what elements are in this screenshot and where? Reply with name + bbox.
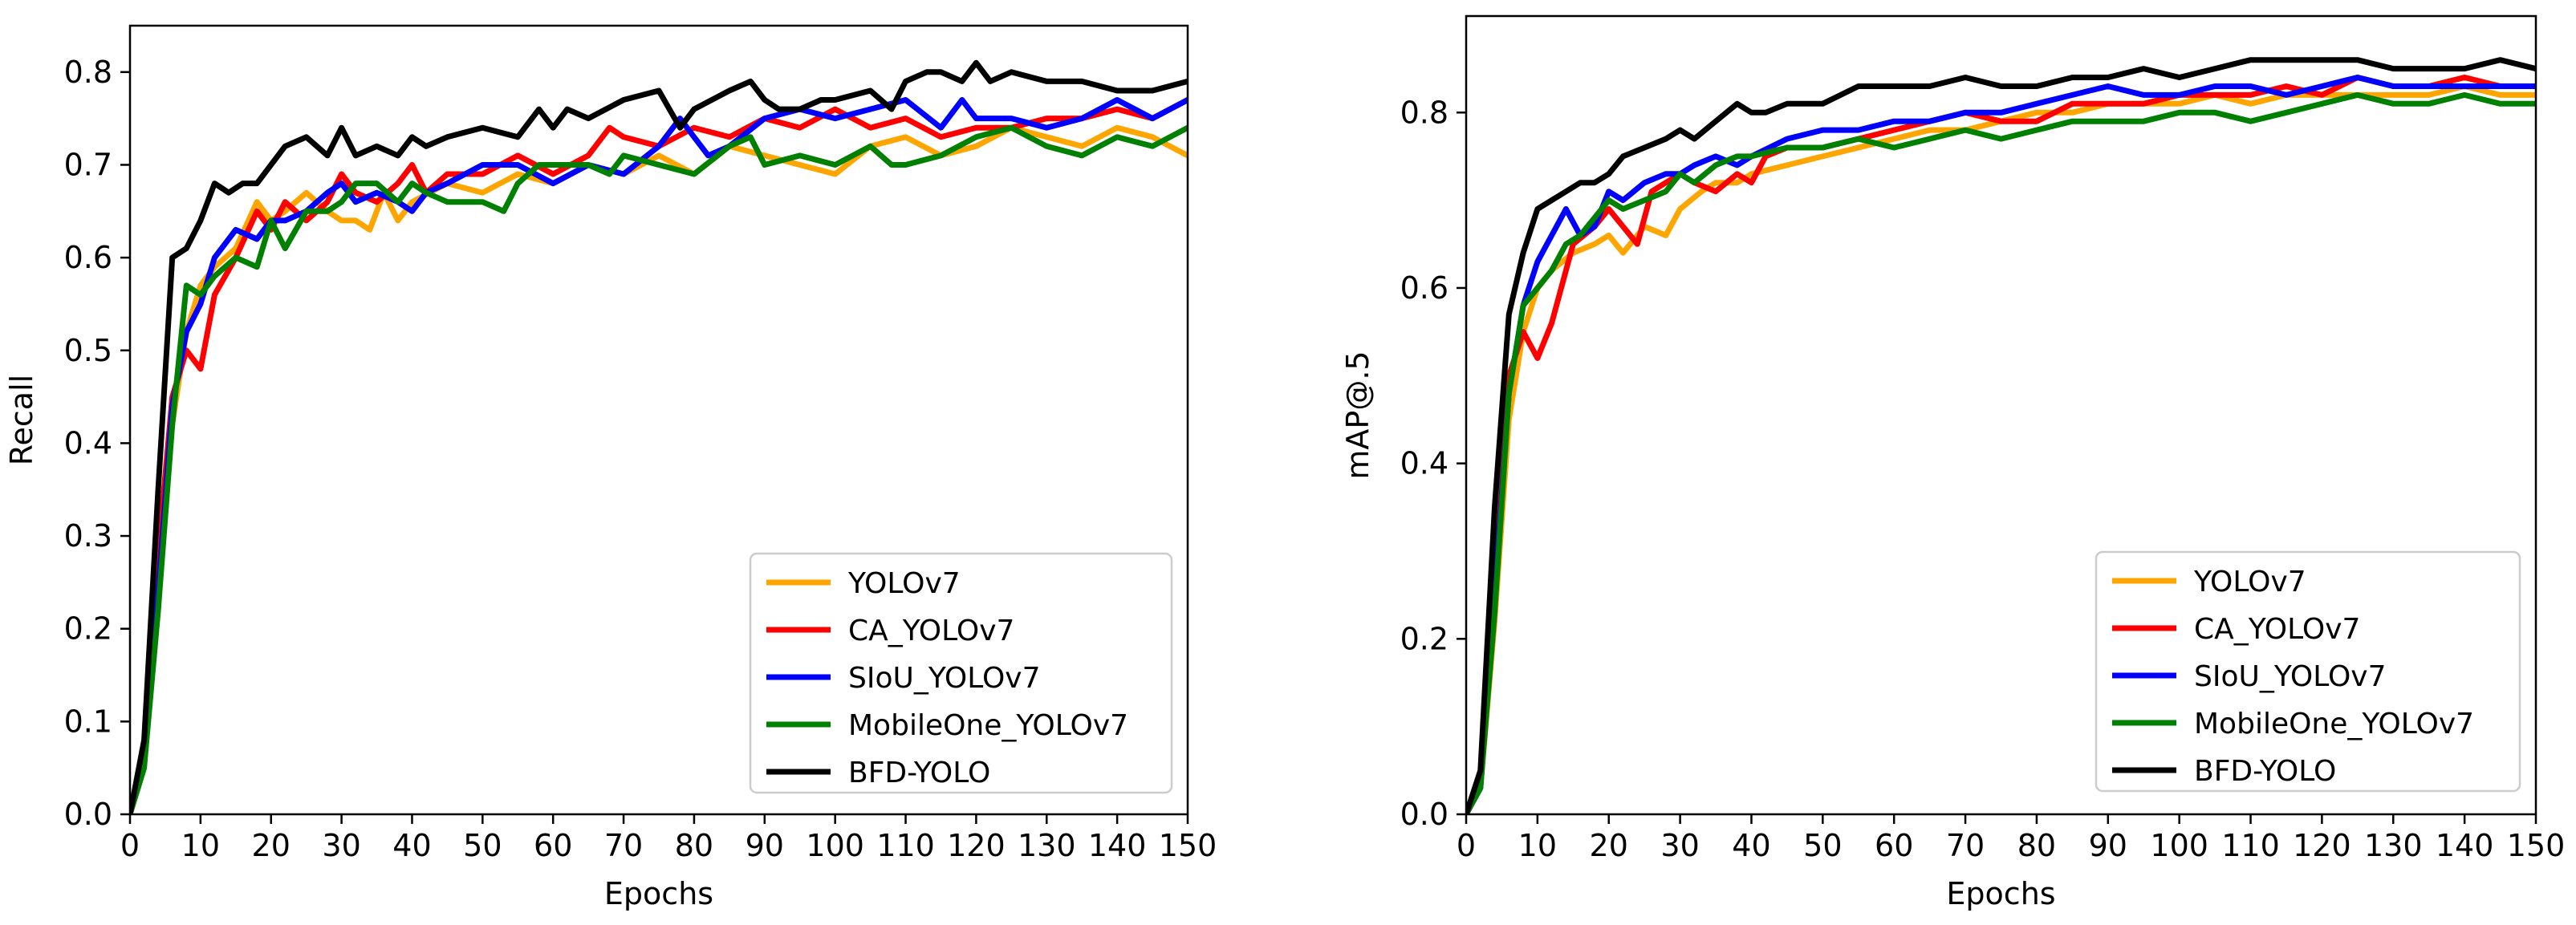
plot-frame xyxy=(128,24,1189,816)
x-tick-label: 150 xyxy=(2507,828,2566,863)
series-line-mobileone-yolov7 xyxy=(130,124,1188,814)
x-tick-label: 20 xyxy=(1590,828,1628,863)
legend-label-yolov7: YOLOv7 xyxy=(847,567,961,600)
x-tick-label: 110 xyxy=(876,828,935,863)
map-chart: 0 10 20 30 40 50 60 70 80 90 100 110 120 130 140 150 0.0… xyxy=(1340,14,2566,911)
y-tick-label: 0.3 xyxy=(64,518,112,554)
legend-label-ca-yolov7: CA_YOLOv7 xyxy=(2194,613,2360,646)
legend: YOLOv7 CA_YOLOv7 SIoU_YOLOv7 MobileOne_YOLO… xyxy=(749,552,1173,794)
legend-label-yolov7: YOLOv7 xyxy=(2193,566,2306,598)
x-tick-label: 110 xyxy=(2221,828,2280,863)
series-line-mobileone-yolov7 xyxy=(1466,91,2536,814)
x-axis-label: Epochs xyxy=(604,876,713,911)
legend-label-mobileone-yolov7: MobileOne_YOLOv7 xyxy=(2194,708,2474,740)
y-tick-label: 0.7 xyxy=(64,147,112,182)
y-tick-label: 0.2 xyxy=(1400,621,1448,656)
legend: YOLOv7 CA_YOLOv7 SIoU_YOLOv7 MobileOne_YOLO… xyxy=(2095,550,2521,793)
series-group xyxy=(130,59,1188,814)
y-tick-label: 0.0 xyxy=(1400,797,1448,832)
x-tick-label: 100 xyxy=(806,828,864,863)
x-tick-label: 120 xyxy=(2293,828,2351,863)
legend-box xyxy=(2095,550,2521,793)
y-tick-label: 0.8 xyxy=(1400,95,1448,130)
x-tick-label: 140 xyxy=(1088,828,1147,863)
x-tick-label: 90 xyxy=(2089,828,2127,863)
series-line-bfd-yolo xyxy=(130,59,1188,814)
y-axis-label: mAP@.5 xyxy=(1340,351,1375,479)
x-tick-label: 80 xyxy=(2017,828,2056,863)
x-tick-label: 70 xyxy=(1946,828,1985,863)
x-tick-label: 10 xyxy=(1518,828,1557,863)
x-tick-label: 0 xyxy=(1457,828,1476,863)
x-tick-label: 10 xyxy=(181,828,220,863)
x-tick-label: 130 xyxy=(1018,828,1076,863)
plot-frame xyxy=(1465,14,2537,816)
y-tick-label: 0.1 xyxy=(64,704,112,739)
series-line-siou-yolov7 xyxy=(130,96,1188,814)
recall-chart: 0 10 20 30 40 50 60 70 80 90 100 110 120 130 140 150 0.0… xyxy=(4,24,1217,911)
legend-label-bfd-yolo: BFD-YOLO xyxy=(848,757,990,789)
x-tick-label: 20 xyxy=(252,828,291,863)
x-tick-label: 0 xyxy=(120,828,140,863)
series-line-yolov7 xyxy=(1466,83,2536,814)
series-line-bfd-yolo xyxy=(1466,57,2536,814)
y-tick-label: 0.2 xyxy=(64,611,112,647)
y-tick-label: 0.6 xyxy=(64,240,112,275)
x-tick-label: 150 xyxy=(1159,828,1217,863)
legend-box xyxy=(749,552,1173,794)
legend-label-siou-yolov7: SIoU_YOLOv7 xyxy=(848,662,1041,695)
y-axis-label: Recall xyxy=(4,375,39,465)
legend-label-ca-yolov7: CA_YOLOv7 xyxy=(848,615,1014,647)
x-tick-label: 50 xyxy=(1803,828,1842,863)
x-tick-label: 130 xyxy=(2364,828,2423,863)
x-tick-label: 30 xyxy=(322,828,360,863)
x-tick-label: 30 xyxy=(1660,828,1699,863)
legend-label-mobileone-yolov7: MobileOne_YOLOv7 xyxy=(848,709,1128,742)
y-tick-label: 0.6 xyxy=(1400,270,1448,306)
x-tick-label: 70 xyxy=(604,828,643,863)
series-group xyxy=(1466,57,2536,814)
x-tick-label: 60 xyxy=(1875,828,1913,863)
x-tick-label: 40 xyxy=(1732,828,1770,863)
legend-label-siou-yolov7: SIoU_YOLOv7 xyxy=(2194,660,2387,693)
y-tick-label: 0.4 xyxy=(1400,446,1448,481)
x-tick-label: 90 xyxy=(746,828,784,863)
x-tick-label: 140 xyxy=(2436,828,2494,863)
y-tick-label: 0.0 xyxy=(64,797,112,832)
y-tick-label: 0.4 xyxy=(64,425,112,460)
y-tick-label: 0.8 xyxy=(64,55,112,90)
x-axis-label: Epochs xyxy=(1946,876,2055,911)
x-tick-label: 120 xyxy=(947,828,1006,863)
legend-label-bfd-yolo: BFD-YOLO xyxy=(2194,755,2336,788)
x-tick-label: 100 xyxy=(2150,828,2208,863)
x-tick-label: 50 xyxy=(463,828,502,863)
x-tick-label: 40 xyxy=(392,828,431,863)
series-line-siou-yolov7 xyxy=(1466,75,2536,814)
y-tick-label: 0.5 xyxy=(64,333,112,368)
x-tick-label: 80 xyxy=(675,828,713,863)
x-tick-label: 60 xyxy=(534,828,572,863)
